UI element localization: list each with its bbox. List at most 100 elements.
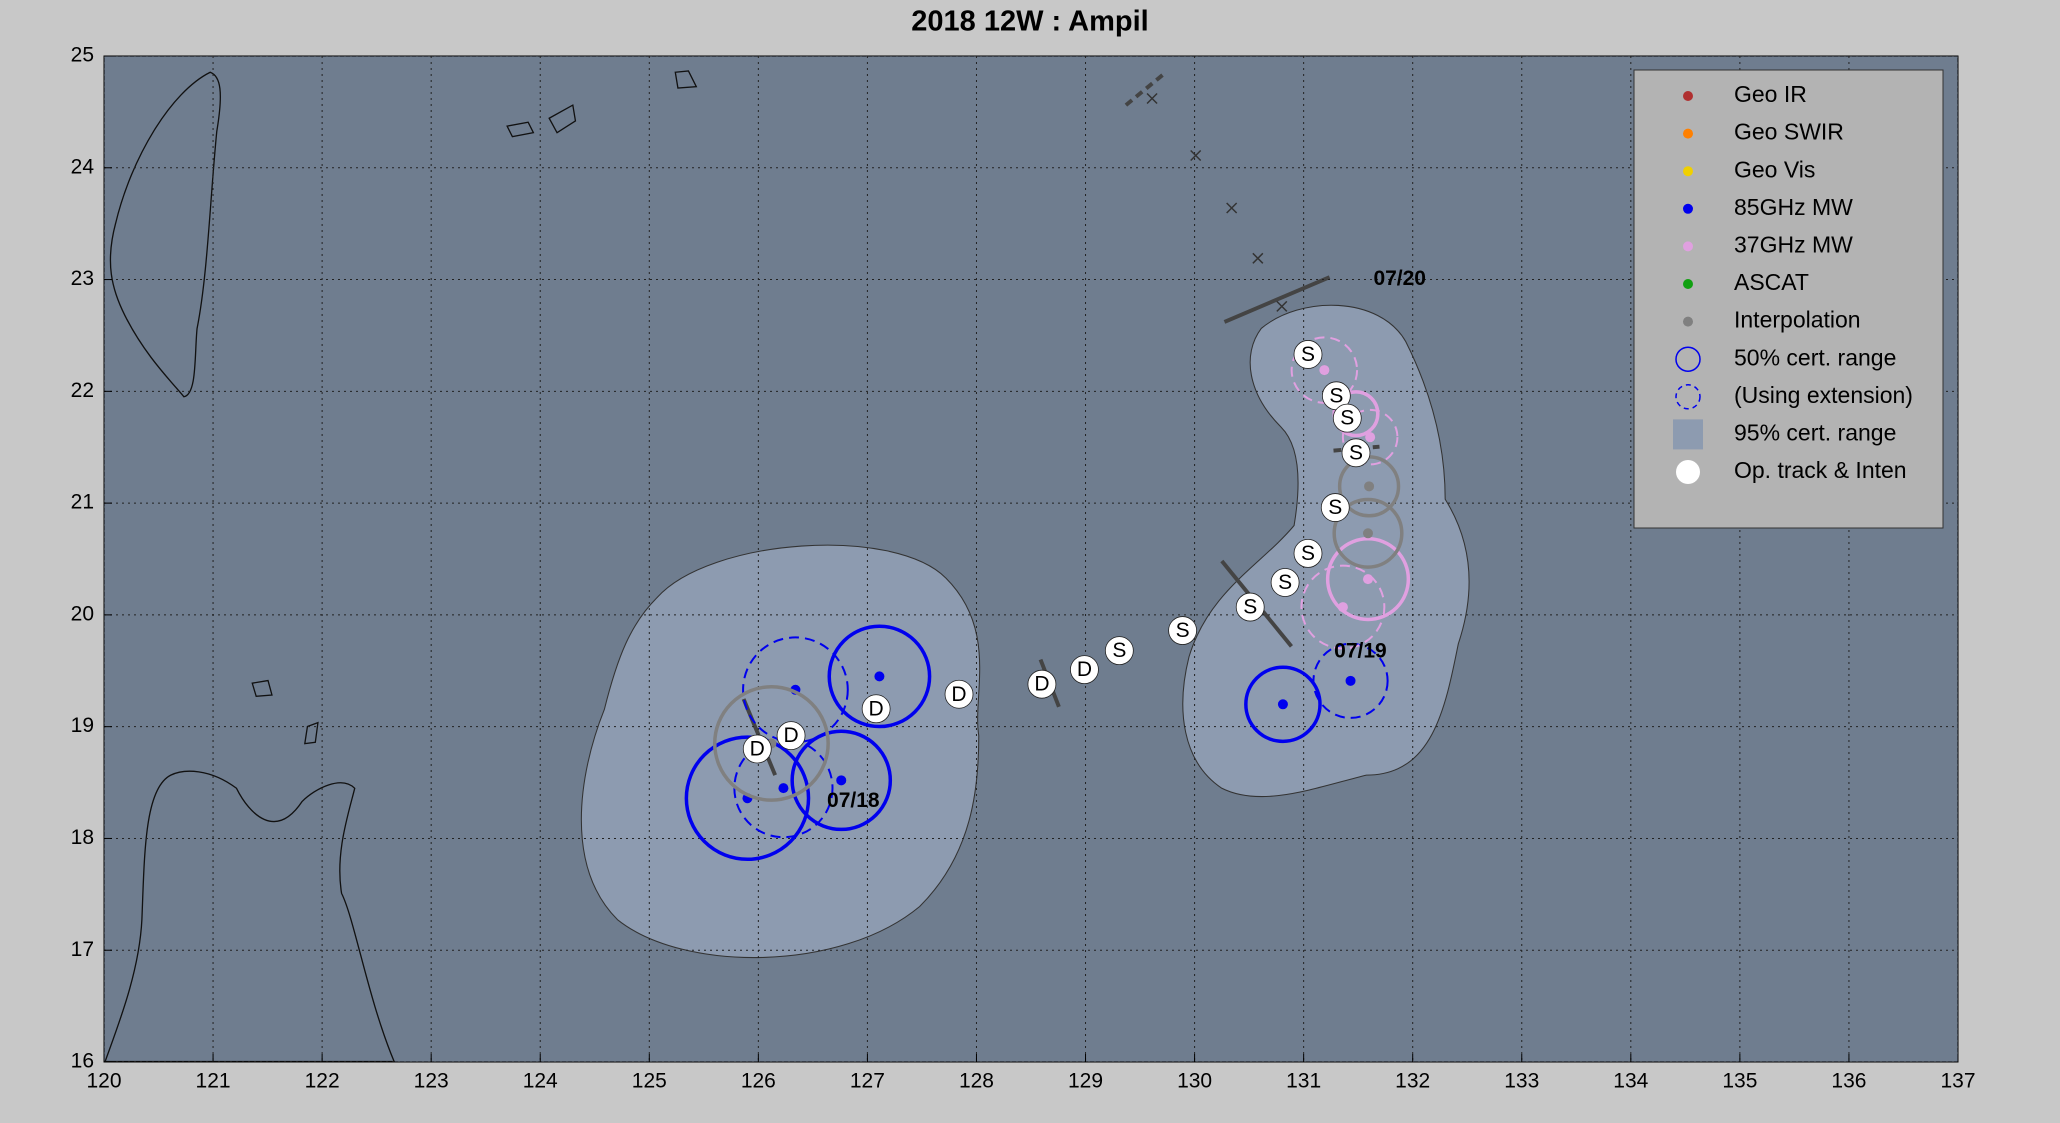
x-tick-label: 121 [196, 1070, 231, 1093]
legend-label: (Using extension) [1734, 382, 1913, 408]
track-point [861, 694, 891, 724]
fix-point [1364, 481, 1375, 492]
x-tick-label: 132 [1395, 1070, 1430, 1093]
x-marker [1146, 92, 1158, 105]
track-point [1027, 669, 1057, 699]
track-point [1320, 493, 1350, 522]
intensity-label: S [1278, 571, 1292, 594]
intensity-label: D [783, 724, 798, 747]
intensity-label: D [951, 683, 966, 706]
legend-marker [1683, 279, 1693, 289]
legend-marker [1675, 346, 1701, 372]
x-tick-label: 137 [1940, 1070, 1975, 1093]
x-tick-label: 134 [1613, 1070, 1648, 1093]
certainty-circle [1332, 497, 1404, 569]
track-point [1332, 403, 1362, 433]
intensity-label: S [1328, 496, 1342, 519]
fix-point [1365, 432, 1376, 443]
legend-marker [1683, 91, 1693, 101]
fix-point [1277, 699, 1288, 710]
certainty-area [1182, 304, 1470, 798]
y-tick-label: 18 [71, 826, 94, 849]
plot-frame [103, 55, 1959, 1063]
date-bar [1124, 73, 1164, 107]
certainty-circle [712, 684, 830, 802]
x-tick-label: 128 [959, 1070, 994, 1093]
legend-label: 95% cert. range [1734, 419, 1896, 445]
x-tick-label: 125 [632, 1070, 667, 1093]
intensity-label: S [1301, 542, 1315, 565]
track-point [1270, 568, 1300, 597]
intensity-label: D [1034, 673, 1049, 696]
date-label: 07/20 [1373, 267, 1426, 290]
date-bar [1223, 275, 1331, 324]
y-tick-label: 19 [71, 714, 94, 737]
island [251, 70, 698, 745]
x-tick-label: 130 [1177, 1070, 1212, 1093]
legend-box [1633, 69, 1944, 529]
legend-label: Geo Vis [1734, 156, 1815, 182]
x-tick-label: 129 [1068, 1070, 1103, 1093]
legend-marker [1683, 166, 1693, 177]
date-label: 07/18 [827, 789, 880, 812]
date-bar [1333, 444, 1380, 453]
intensity-label: S [1301, 343, 1315, 366]
land [109, 71, 221, 398]
intensity-label: D [1077, 658, 1092, 681]
intensity-label: S [1243, 596, 1257, 619]
certainty-circle [790, 729, 893, 832]
legend-label: ASCAT [1734, 269, 1809, 295]
fix-point [1337, 602, 1348, 613]
track-point [1104, 636, 1134, 666]
legend-label: 85GHz MW [1734, 194, 1853, 220]
x-tick-label: 120 [86, 1070, 121, 1093]
certainty-circle [1300, 564, 1386, 650]
x-marker [1226, 202, 1238, 214]
y-tick-label: 21 [71, 491, 94, 514]
fix-point [1319, 365, 1330, 376]
legend-label: 50% cert. range [1734, 344, 1896, 370]
y-tick-label: 17 [71, 938, 94, 961]
track-point [1070, 655, 1099, 685]
y-tick-label: 22 [71, 379, 94, 402]
track-point [1168, 616, 1197, 645]
track-point [1341, 438, 1371, 468]
track-point [1293, 539, 1323, 568]
fix-point [836, 775, 847, 786]
x-tick-label: 133 [1504, 1070, 1539, 1093]
track-point [742, 734, 772, 764]
x-tick-label: 124 [523, 1070, 558, 1093]
x-tick-label: 123 [414, 1070, 449, 1093]
legend-marker [1675, 384, 1701, 410]
intensity-label: S [1176, 619, 1190, 642]
certainty-circle [684, 735, 811, 862]
legend-marker [1676, 460, 1700, 484]
fix-point [778, 783, 789, 794]
legend-marker [1683, 203, 1693, 214]
fix-point [874, 671, 885, 682]
legend-label: Interpolation [1734, 307, 1861, 333]
y-tick-label: 23 [71, 267, 94, 290]
y-tick-label: 20 [71, 602, 94, 625]
x-tick-label: 131 [1286, 1070, 1321, 1093]
x-tick-label: 127 [850, 1070, 885, 1093]
legend-marker [1683, 316, 1693, 327]
chart-title: 2018 12W : Ampil [911, 6, 1148, 38]
legend-label: Op. track & Inten [1734, 457, 1907, 483]
intensity-label: S [1349, 441, 1363, 464]
legend-label: 37GHz MW [1734, 231, 1853, 257]
intensity-label: D [750, 738, 765, 761]
certainty-circle [827, 624, 932, 729]
legend-label: Geo SWIR [1734, 119, 1844, 145]
certainty-area [580, 544, 981, 959]
x-tick-label: 126 [741, 1070, 776, 1093]
track-point [1293, 340, 1323, 369]
legend-marker [1683, 241, 1693, 252]
intensity-label: S [1112, 639, 1126, 662]
x-marker [1276, 300, 1288, 312]
y-tick-label: 25 [71, 44, 94, 67]
legend-label: Geo IR [1734, 81, 1807, 107]
fix-point [1362, 574, 1373, 585]
certainty-circle [1341, 408, 1399, 466]
